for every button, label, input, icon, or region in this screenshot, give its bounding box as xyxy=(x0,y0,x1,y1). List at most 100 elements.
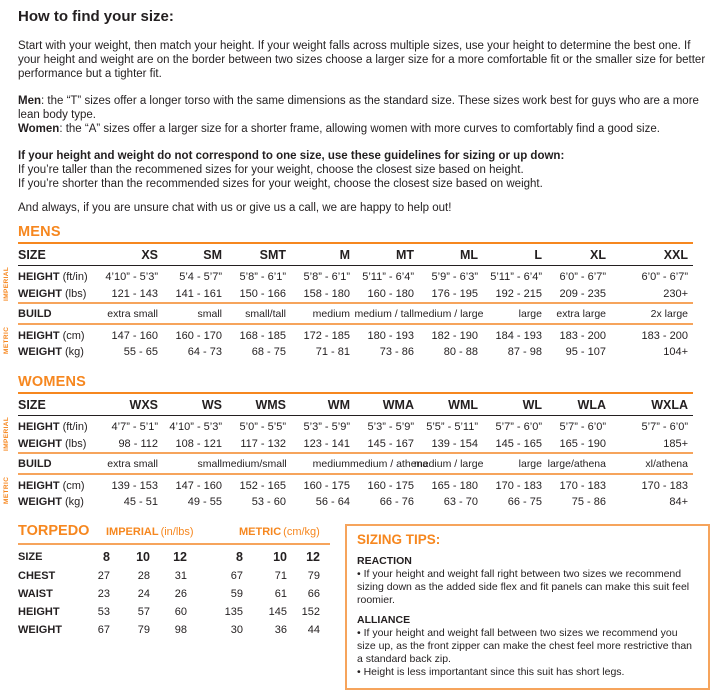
table-row: WEIGHT (lbs) 121 - 143 141 - 161 150 - 166 15… xyxy=(18,285,693,304)
table-cell: 160 - 170 xyxy=(175,329,222,342)
table-cell: 182 - 190 xyxy=(431,329,478,342)
table-cell: 150 - 166 xyxy=(239,287,286,300)
size-column-header: WMA xyxy=(382,397,414,412)
table-cell: 84+ xyxy=(669,496,688,508)
table-cell: large xyxy=(518,457,542,470)
table-cell: extra large xyxy=(556,307,606,320)
torpedo-size-row: SIZE 8 10 12 8 10 12 xyxy=(18,545,330,567)
torpedo-imperial-header: IMPERIAL (in/lbs) xyxy=(106,526,239,538)
table-cell: 68 - 75 xyxy=(251,346,286,358)
table-cell: 141 - 161 xyxy=(175,287,222,300)
table-cell: 117 - 132 xyxy=(240,437,286,450)
table-cell: 71 xyxy=(274,570,287,582)
table-row: WEIGHT (kg) 55 - 65 64 - 73 68 - 75 71 - 81 73… xyxy=(18,344,693,360)
table-cell: 183 - 200 xyxy=(641,329,688,342)
size-column-header: M xyxy=(339,247,350,262)
table-cell: medium xyxy=(312,307,350,320)
women-sizes-line: Women: the “A” sizes offer a larger size… xyxy=(18,122,710,136)
table-cell: 27 xyxy=(97,570,110,582)
table-cell: 152 xyxy=(301,606,320,618)
size-column-header: WM xyxy=(327,397,350,412)
table-cell: extra small xyxy=(107,457,158,470)
guidelines-paragraph: If your height and weight do not corresp… xyxy=(18,149,710,191)
size-column-header: 12 xyxy=(173,550,187,564)
table-cell: small xyxy=(197,457,222,470)
row-label: HEIGHT (cm) xyxy=(18,480,94,492)
table-cell: 98 - 112 xyxy=(118,437,158,450)
table-row: HEIGHT (cm) 147 - 160 160 - 170 168 - 185 172… xyxy=(18,325,693,344)
table-cell: 5’7” - 6’0” xyxy=(641,420,688,433)
size-column-header: WLA xyxy=(577,397,606,412)
row-label: HEIGHT (cm) xyxy=(18,330,94,342)
table-cell: 66 - 76 xyxy=(379,496,414,508)
sizing-tips-heading: SIZING TIPS: xyxy=(357,532,441,547)
table-cell: 75 - 86 xyxy=(571,496,606,508)
table-row: HEIGHT (ft/in) 4’7” - 5’1” 4’10” - 5’3” 5’0”… xyxy=(18,416,693,435)
guideline-taller: If you’re taller than the recommened siz… xyxy=(18,164,524,176)
imperial-axis-label: IMPERIAL xyxy=(3,416,10,452)
table-cell: 6’0” - 6’7” xyxy=(641,270,688,283)
size-column-header: SM xyxy=(203,247,222,262)
size-column-header: 10 xyxy=(273,550,287,564)
size-column-header: XL xyxy=(590,247,606,262)
men-women-paragraph: Men: the “T” sizes offer a longer torso … xyxy=(18,94,710,136)
table-cell: 64 - 73 xyxy=(187,346,222,358)
table-cell: 160 - 175 xyxy=(303,479,350,492)
table-cell: 71 - 81 xyxy=(315,346,350,358)
womens-heading: WOMENS xyxy=(18,374,693,394)
table-cell: 145 - 167 xyxy=(367,437,414,450)
page-title: How to find your size: xyxy=(18,8,174,25)
mens-size-table: MENS SIZE XS SM SMT M MT ML L XL XXL HEIGHT (ft/in)… xyxy=(3,224,693,360)
table-cell: 4’7” - 5’1” xyxy=(111,420,158,433)
table-cell: 145 xyxy=(268,606,287,618)
table-cell: 80 - 88 xyxy=(443,346,478,358)
row-label-unit: (ft/in) xyxy=(62,420,88,433)
table-cell: 192 - 215 xyxy=(495,287,542,300)
table-cell: 145 - 165 xyxy=(495,437,542,450)
row-label: CHEST xyxy=(18,570,56,582)
table-cell: 5’3” - 5’9” xyxy=(303,420,350,433)
torpedo-header: TORPEDO IMPERIAL (in/lbs) METRIC (cm/kg) xyxy=(18,524,330,545)
size-column-header: WXLA xyxy=(651,397,688,412)
torpedo-size-table: TORPEDO IMPERIAL (in/lbs) METRIC (cm/kg) S… xyxy=(18,524,330,639)
table-cell: 165 - 180 xyxy=(431,479,478,492)
table-cell: 79 xyxy=(307,570,320,582)
table-cell: 5’0” - 5’5” xyxy=(239,420,286,433)
size-column-header: L xyxy=(534,247,542,262)
table-cell: 184 - 193 xyxy=(495,329,542,342)
size-column-header: WL xyxy=(522,397,542,412)
table-cell: medium / athena xyxy=(350,457,429,470)
table-cell: 53 - 60 xyxy=(251,496,286,508)
table-cell: 59 xyxy=(230,588,243,600)
row-label: HEIGHT xyxy=(18,606,60,618)
table-cell: 121 - 143 xyxy=(111,287,158,300)
size-column-header: WML xyxy=(448,397,478,412)
size-column-label: SIZE xyxy=(18,551,43,563)
row-label: HEIGHT (ft/in) xyxy=(18,421,94,433)
size-column-header: ML xyxy=(459,247,478,262)
table-cell: small/tall xyxy=(245,307,286,320)
size-column-header: XXL xyxy=(663,247,688,262)
tips-bullet: • Height is less importantant since this… xyxy=(357,666,625,678)
row-label-text: WEIGHT xyxy=(18,437,62,450)
table-cell: 57 xyxy=(137,606,150,618)
table-row: WEIGHT (lbs) 98 - 112 108 - 121 117 - 132 123… xyxy=(18,435,693,454)
table-cell: 49 - 55 xyxy=(187,496,222,508)
table-cell: medium / tall xyxy=(354,307,414,320)
table-row: WEIGHT 67 79 98 30 36 44 xyxy=(18,621,330,639)
table-cell: 5’9” - 6’3” xyxy=(431,270,478,283)
table-cell: 87 - 98 xyxy=(507,346,542,358)
table-cell: 160 - 175 xyxy=(367,479,414,492)
tips-bullet: • If your height and weight fall right b… xyxy=(357,568,690,606)
table-cell: 5’11” - 6’4” xyxy=(490,270,542,283)
table-cell: 95 - 107 xyxy=(565,346,606,358)
row-label-text: HEIGHT xyxy=(18,420,60,433)
table-cell: 168 - 185 xyxy=(239,329,286,342)
table-cell: 31 xyxy=(174,570,187,582)
metric-unit: (cm/kg) xyxy=(283,526,320,538)
table-cell: 63 - 70 xyxy=(443,496,478,508)
table-cell: xl/athena xyxy=(645,457,688,470)
womens-size-table: WOMENS SIZE WXS WS WMS WM WMA WML WL WLA WXLA HEIG… xyxy=(3,374,693,510)
table-cell: 139 - 154 xyxy=(431,437,478,450)
table-cell: 2x large xyxy=(650,307,688,320)
